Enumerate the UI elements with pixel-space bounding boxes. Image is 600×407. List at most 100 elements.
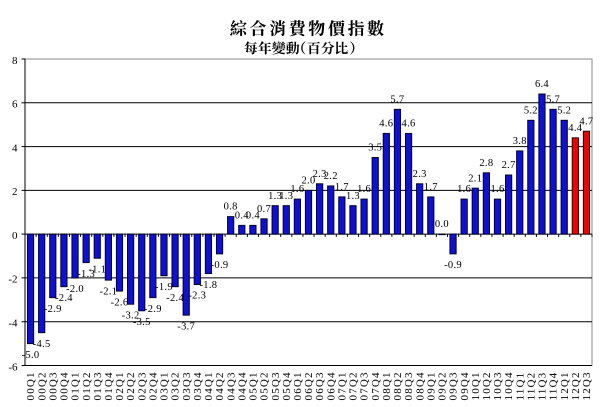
svg-text:03Q3: 03Q3 <box>181 371 193 400</box>
svg-text:-3.2: -3.2 <box>122 310 140 321</box>
svg-text:-6: -6 <box>8 361 18 373</box>
svg-text:1.7: 1.7 <box>424 182 438 193</box>
svg-text:5.7: 5.7 <box>390 94 404 105</box>
svg-text:2.3: 2.3 <box>413 169 427 180</box>
svg-text:11Q1: 11Q1 <box>514 372 526 401</box>
svg-text:05Q1: 05Q1 <box>248 371 260 400</box>
svg-text:1.6: 1.6 <box>490 184 504 195</box>
svg-text:-2.0: -2.0 <box>66 284 84 295</box>
svg-text:-2.3: -2.3 <box>188 291 206 302</box>
svg-text:-4.5: -4.5 <box>33 339 51 350</box>
svg-text:2.2: 2.2 <box>324 171 338 182</box>
svg-text:10Q1: 10Q1 <box>470 371 482 400</box>
svg-text:02Q2: 02Q2 <box>125 371 137 400</box>
svg-text:07Q1: 07Q1 <box>336 371 348 400</box>
svg-text:5.7: 5.7 <box>546 94 560 105</box>
svg-text:09Q1: 09Q1 <box>425 371 437 400</box>
svg-text:-1.8: -1.8 <box>200 280 218 291</box>
svg-text:12Q1: 12Q1 <box>559 371 571 400</box>
svg-text:11Q4: 11Q4 <box>548 372 560 401</box>
svg-text:07Q2: 07Q2 <box>348 371 360 400</box>
svg-text:06Q3: 06Q3 <box>314 371 326 400</box>
svg-text:10Q4: 10Q4 <box>503 371 515 400</box>
svg-text:-4: -4 <box>8 318 18 330</box>
svg-text:01Q4: 01Q4 <box>103 371 115 400</box>
svg-text:10Q3: 10Q3 <box>492 371 504 400</box>
svg-text:05Q4: 05Q4 <box>281 371 293 400</box>
svg-text:10Q2: 10Q2 <box>481 371 493 400</box>
svg-text:00Q1: 00Q1 <box>25 371 37 400</box>
svg-text:3.8: 3.8 <box>513 136 527 147</box>
svg-text:08Q3: 08Q3 <box>403 371 415 400</box>
svg-text:-1.3: -1.3 <box>77 269 95 280</box>
svg-text:1.6: 1.6 <box>290 184 304 195</box>
svg-text:4: 4 <box>12 142 18 154</box>
svg-text:0.7: 0.7 <box>257 204 271 215</box>
svg-text:11Q2: 11Q2 <box>525 372 537 401</box>
svg-text:8: 8 <box>12 55 18 67</box>
svg-text:08Q4: 08Q4 <box>414 371 426 400</box>
svg-text:03Q4: 03Q4 <box>192 371 204 400</box>
svg-text:08Q2: 08Q2 <box>392 371 404 400</box>
svg-text:03Q2: 03Q2 <box>170 371 182 400</box>
svg-text:2.7: 2.7 <box>502 160 516 171</box>
svg-text:05Q2: 05Q2 <box>259 371 271 400</box>
svg-text:6.4: 6.4 <box>535 79 549 90</box>
svg-text:1.6: 1.6 <box>357 184 371 195</box>
svg-text:04Q4: 04Q4 <box>236 371 248 400</box>
svg-text:2.3: 2.3 <box>313 169 327 180</box>
svg-text:03Q1: 03Q1 <box>159 371 171 400</box>
svg-text:00Q2: 00Q2 <box>36 371 48 400</box>
svg-text:00Q4: 00Q4 <box>59 371 71 400</box>
svg-text:-5.0: -5.0 <box>22 350 40 361</box>
svg-text:09Q4: 09Q4 <box>459 371 471 400</box>
svg-text:00Q3: 00Q3 <box>47 371 59 400</box>
svg-text:-1.1: -1.1 <box>88 264 106 275</box>
svg-text:-2.9: -2.9 <box>44 304 62 315</box>
svg-text:07Q4: 07Q4 <box>370 371 382 400</box>
svg-text:4.6: 4.6 <box>379 119 393 130</box>
svg-text:07Q3: 07Q3 <box>359 371 371 400</box>
svg-text:0.4: 0.4 <box>246 210 260 221</box>
svg-text:1.3: 1.3 <box>268 191 282 202</box>
svg-text:4.7: 4.7 <box>579 116 593 127</box>
svg-text:09Q3: 09Q3 <box>448 371 460 400</box>
svg-text:09Q2: 09Q2 <box>437 371 449 400</box>
svg-text:4.6: 4.6 <box>402 119 416 130</box>
svg-text:0: 0 <box>12 230 18 242</box>
svg-text:01Q2: 01Q2 <box>81 371 93 400</box>
svg-text:-3.5: -3.5 <box>133 317 151 328</box>
svg-text:1.3: 1.3 <box>279 191 293 202</box>
svg-text:2.0: 2.0 <box>301 175 315 186</box>
svg-text:4.4: 4.4 <box>568 123 582 134</box>
svg-text:04Q2: 04Q2 <box>214 371 226 400</box>
svg-text:2: 2 <box>12 186 18 198</box>
svg-text:02Q4: 02Q4 <box>147 371 159 400</box>
svg-text:2.8: 2.8 <box>479 158 493 169</box>
svg-text:0.0: 0.0 <box>435 219 449 230</box>
svg-text:5.2: 5.2 <box>557 105 571 116</box>
svg-text:04Q1: 04Q1 <box>203 371 215 400</box>
svg-text:02Q3: 02Q3 <box>136 371 148 400</box>
svg-text:06Q4: 06Q4 <box>325 371 337 400</box>
svg-text:3.5: 3.5 <box>368 143 382 154</box>
svg-text:01Q3: 01Q3 <box>92 371 104 400</box>
svg-text:5.2: 5.2 <box>524 105 538 116</box>
svg-text:06Q2: 06Q2 <box>303 371 315 400</box>
svg-text:-2.9: -2.9 <box>144 304 162 315</box>
svg-text:0.8: 0.8 <box>224 202 238 213</box>
svg-text:0.4: 0.4 <box>235 210 249 221</box>
svg-text:05Q3: 05Q3 <box>270 371 282 400</box>
svg-text:04Q3: 04Q3 <box>225 371 237 400</box>
svg-text:12Q3: 12Q3 <box>581 371 593 400</box>
svg-text:-0.9: -0.9 <box>444 260 462 271</box>
svg-text:01Q1: 01Q1 <box>70 371 82 400</box>
svg-text:1.6: 1.6 <box>457 184 471 195</box>
svg-text:-3.7: -3.7 <box>177 321 195 332</box>
svg-text:1.3: 1.3 <box>346 191 360 202</box>
svg-text:-2: -2 <box>8 274 17 286</box>
svg-text:-2.4: -2.4 <box>166 293 184 304</box>
svg-text:02Q1: 02Q1 <box>114 371 126 400</box>
svg-text:-0.9: -0.9 <box>211 260 229 271</box>
svg-text:11Q3: 11Q3 <box>537 372 549 401</box>
